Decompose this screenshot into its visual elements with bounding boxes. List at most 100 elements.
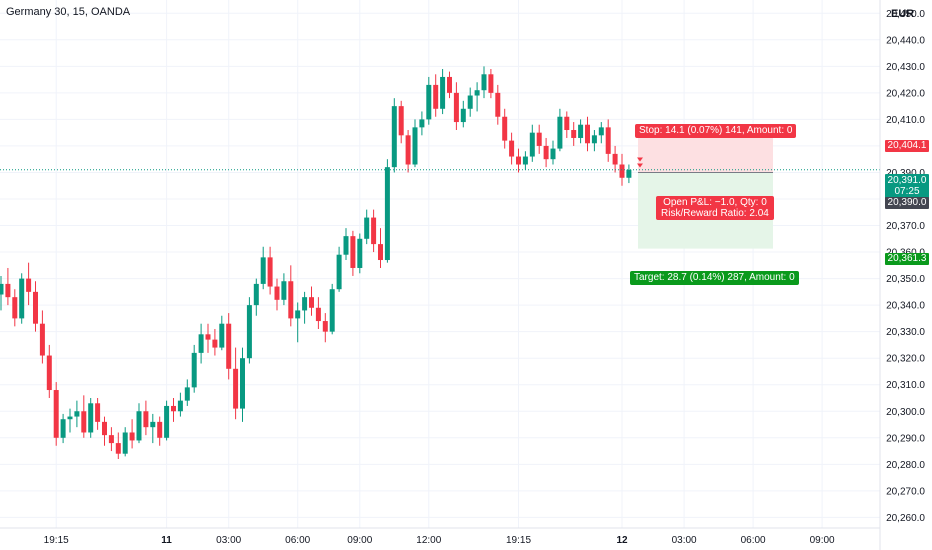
candle bbox=[598, 122, 604, 144]
price-tick-label: 20,350.0 bbox=[886, 274, 925, 285]
entry-arrow-icon bbox=[637, 157, 643, 168]
price-tick-label: 20,370.0 bbox=[886, 221, 925, 232]
candle-body bbox=[19, 278, 25, 319]
candle-body bbox=[474, 90, 480, 96]
time-tick-label: 03:00 bbox=[216, 535, 241, 546]
candle-body bbox=[67, 416, 73, 420]
candle bbox=[509, 132, 515, 165]
time-tick-label: 09:00 bbox=[810, 535, 835, 546]
candle bbox=[122, 427, 128, 457]
candle bbox=[571, 122, 577, 146]
candle-body bbox=[412, 127, 418, 165]
candle-body bbox=[281, 281, 287, 300]
candle-body bbox=[226, 323, 232, 369]
candle bbox=[74, 400, 80, 428]
candle-body bbox=[184, 387, 190, 401]
candle-body bbox=[219, 323, 225, 348]
bar-countdown: 07:25 bbox=[894, 186, 920, 197]
candle-body bbox=[481, 74, 487, 91]
candle-body bbox=[605, 127, 611, 154]
symbol-title[interactable]: Germany 30, 15, OANDA bbox=[6, 6, 131, 18]
candle-body bbox=[564, 116, 570, 131]
candle-body bbox=[522, 156, 528, 165]
price-tick-label: 20,330.0 bbox=[886, 327, 925, 338]
candle-body bbox=[322, 321, 328, 332]
candle-body bbox=[591, 135, 597, 144]
candle bbox=[405, 130, 411, 173]
candle-body bbox=[516, 156, 521, 165]
target-label[interactable]: Target: 28.7 (0.14%) 287, Amount: 0 bbox=[630, 271, 799, 285]
currency-label[interactable]: EUR bbox=[891, 8, 915, 20]
candle bbox=[474, 82, 480, 112]
time-tick-label: 19:15 bbox=[506, 535, 531, 546]
candle bbox=[143, 400, 149, 436]
candle-body bbox=[60, 419, 66, 438]
candle-body bbox=[571, 130, 577, 138]
candle-body bbox=[191, 352, 197, 388]
candle bbox=[426, 76, 432, 125]
candle bbox=[433, 74, 439, 117]
candle bbox=[536, 124, 542, 154]
candle-body bbox=[102, 421, 107, 436]
candle-body bbox=[315, 307, 321, 322]
candle bbox=[481, 66, 487, 99]
candle-body bbox=[26, 278, 32, 292]
candle bbox=[67, 408, 73, 433]
time-tick-label: 03:00 bbox=[672, 535, 697, 546]
candle bbox=[578, 119, 584, 144]
candle bbox=[81, 395, 87, 438]
candle bbox=[329, 283, 335, 335]
pnl-label[interactable]: Open P&L: −1.0, Qty: 0 Risk/Reward Ratio… bbox=[656, 196, 774, 220]
marker-arrow bbox=[637, 163, 643, 168]
price-tick-label: 20,450.0 bbox=[886, 9, 925, 20]
candle-body bbox=[122, 432, 128, 454]
candle-body bbox=[309, 297, 314, 308]
candle bbox=[447, 71, 452, 99]
candle bbox=[233, 347, 239, 420]
candle-body bbox=[198, 334, 204, 353]
candle-body bbox=[302, 297, 308, 311]
risk-reward-text: Risk/Reward Ratio: 2.04 bbox=[661, 208, 769, 219]
candle-body bbox=[136, 411, 142, 441]
candle-body bbox=[578, 124, 584, 138]
marker-arrow bbox=[637, 157, 643, 162]
candle bbox=[95, 397, 101, 430]
candle bbox=[33, 281, 38, 332]
candle-body bbox=[557, 116, 563, 149]
entry-price-tag: 20,390.0 bbox=[885, 197, 929, 209]
candle bbox=[488, 68, 494, 99]
price-axis[interactable]: 20,260.0 20,270.0 20,280.0 20,290.0 20,300.0… bbox=[886, 9, 925, 524]
candle bbox=[564, 111, 570, 138]
candle bbox=[240, 347, 245, 422]
candle bbox=[398, 100, 404, 144]
candle-body bbox=[612, 153, 618, 165]
time-tick-label: 11 bbox=[161, 535, 172, 546]
candle bbox=[46, 344, 52, 398]
time-axis[interactable]: 19:15 11 03:00 06:00 09:00 12:00 19:15 12 03:00 0… bbox=[44, 535, 835, 546]
candle-body bbox=[398, 106, 404, 136]
candle bbox=[453, 82, 459, 131]
price-tick-label: 20,260.0 bbox=[886, 513, 925, 524]
candle-body bbox=[598, 127, 604, 136]
candle-body bbox=[33, 291, 38, 324]
price-tick-label: 20,300.0 bbox=[886, 407, 925, 418]
candle bbox=[102, 416, 107, 446]
candle bbox=[19, 273, 25, 324]
current-price-tag: 20,391.0 07:25 bbox=[885, 174, 929, 199]
candle bbox=[39, 310, 45, 364]
time-tick-label: 06:00 bbox=[741, 535, 766, 546]
time-tick-label: 09:00 bbox=[347, 535, 372, 546]
candle bbox=[164, 400, 170, 441]
candle bbox=[357, 233, 363, 274]
candle-body bbox=[12, 297, 18, 319]
candle bbox=[150, 413, 156, 444]
candle-body bbox=[495, 92, 501, 117]
candle-body bbox=[260, 257, 266, 284]
price-tick-label: 20,430.0 bbox=[886, 62, 925, 73]
stop-label[interactable]: Stop: 14.1 (0.07%) 141, Amount: 0 bbox=[635, 124, 797, 138]
stop-loss-zone[interactable] bbox=[638, 135, 773, 173]
candle-body bbox=[378, 244, 383, 261]
candle bbox=[460, 100, 466, 128]
price-tick-label: 20,290.0 bbox=[886, 433, 925, 444]
